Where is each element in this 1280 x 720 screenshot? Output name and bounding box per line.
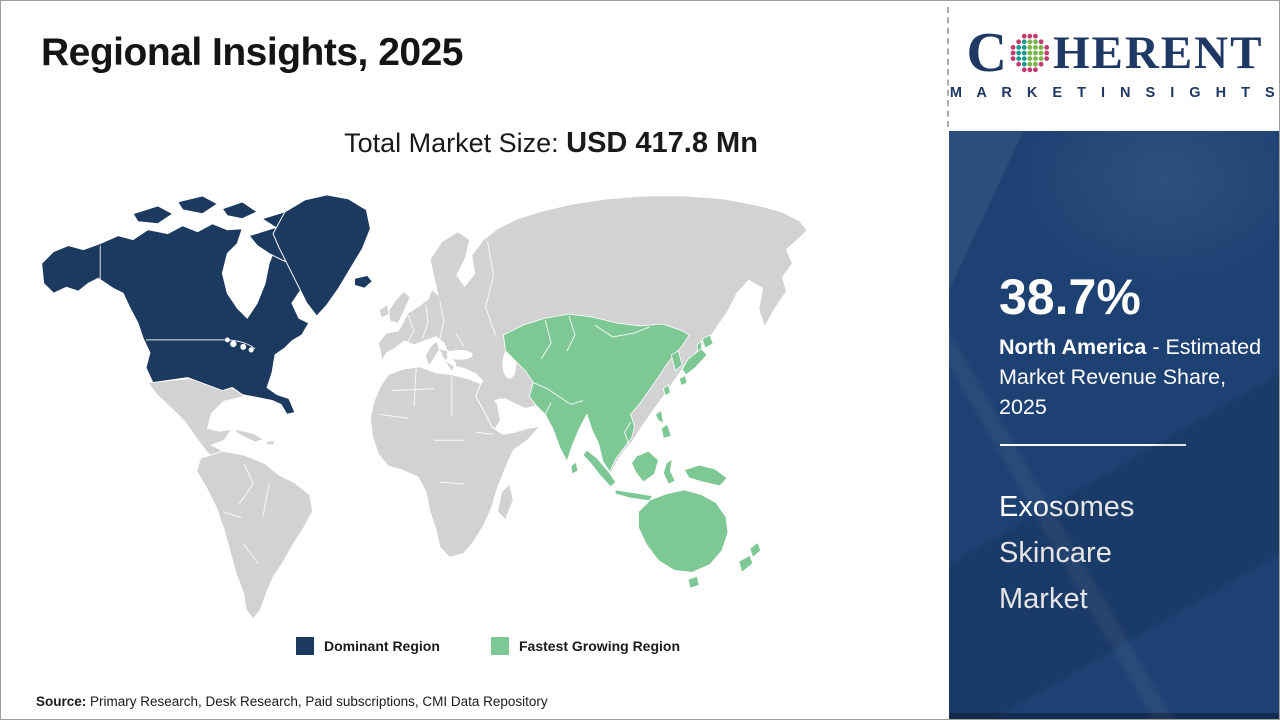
legend-label: Dominant Region	[324, 638, 440, 654]
legend-item-fastest-growing: Fastest Growing Region	[491, 637, 680, 655]
source-note: Source: Primary Research, Desk Research,…	[36, 694, 548, 709]
dashed-divider	[947, 7, 949, 127]
logo-area: C HERENT M A R K E T I N S I G H T S	[949, 1, 1280, 131]
page-title: Regional Insights, 2025	[41, 31, 463, 74]
legend-item-dominant: Dominant Region	[296, 637, 440, 655]
sidebar-rule	[1000, 443, 1186, 446]
fastest-growing-region-swatch	[491, 637, 509, 655]
total-market-size-value: USD 417.8 Mn	[566, 127, 758, 159]
logo-tagline: M A R K E T I N S I G H T S	[949, 85, 1280, 101]
coherent-market-insights-logo: C HERENT M A R K E T I N S I G H T S	[949, 22, 1280, 101]
sidebar: 38.7% North America - Estimated Market R…	[949, 131, 1279, 719]
sidebar-bottom-strip	[949, 713, 1279, 719]
world-map	[41, 194, 809, 620]
total-market-size: Total Market Size: USD 417.8 Mn	[344, 127, 758, 160]
dominant-region-swatch	[296, 637, 314, 655]
legend-label: Fastest Growing Region	[519, 638, 681, 654]
logo-letter-c: C	[966, 22, 1007, 84]
region-north-america	[41, 194, 374, 415]
country-borders	[533, 315, 650, 445]
total-market-size-label: Total Market Size:	[344, 128, 567, 158]
share-region: North America	[999, 334, 1147, 359]
share-description: North America - Estimated Market Revenue…	[999, 334, 1262, 419]
logo-word-rest: HERENT	[1052, 26, 1264, 79]
source-label: Source:	[36, 694, 87, 709]
dotted-globe-icon	[1010, 33, 1050, 73]
market-name: Exosomes Skincare Market	[999, 490, 1135, 615]
region-asia-pacific	[503, 313, 762, 589]
share-value: 38.7%	[999, 269, 1141, 325]
